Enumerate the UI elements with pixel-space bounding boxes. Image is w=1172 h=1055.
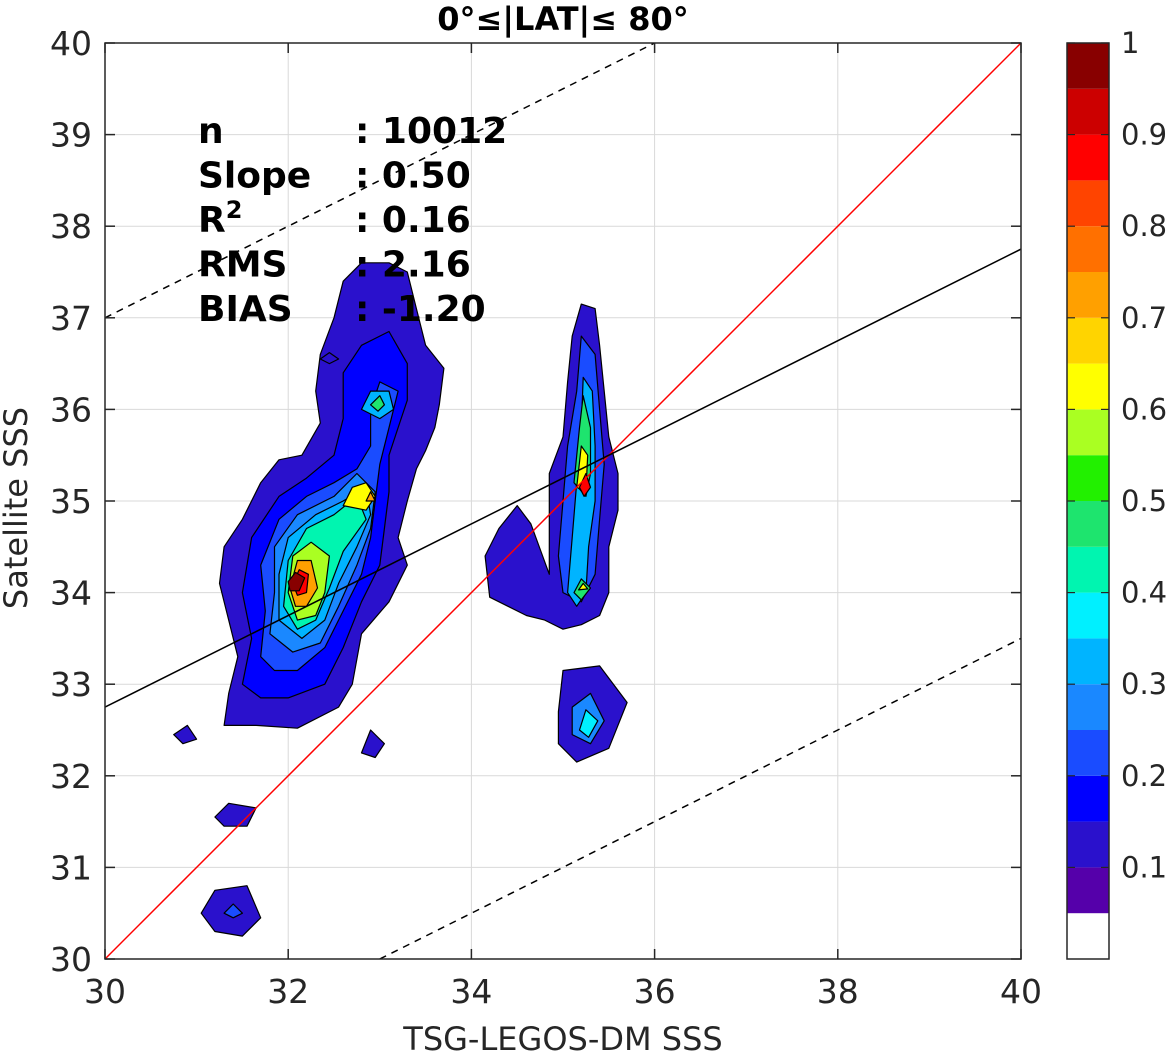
colorbar-tick-label: 0.1 xyxy=(1121,850,1167,884)
colorbar: 0.1 0.2 0.3 0.4 0.5 0.6 0.7 0.8 0.9 1 xyxy=(1066,26,1167,960)
contour-right-cluster-low xyxy=(577,582,589,591)
x-tick-label: 38 xyxy=(817,972,859,1011)
colorbar-swatch xyxy=(1067,546,1109,593)
stat-label: n xyxy=(198,111,224,152)
x-axis-label: TSG-LEGOS-DM SSS xyxy=(402,1020,722,1055)
y-tick-label: 32 xyxy=(50,757,92,796)
contour-small-blob-a xyxy=(578,709,599,738)
contour-small-blob-b xyxy=(223,903,243,919)
y-axis-label: Satellite SSS xyxy=(0,407,35,609)
colorbar-swatch xyxy=(1067,363,1109,410)
colorbar-tick-label: 0.5 xyxy=(1121,484,1167,518)
x-tick-label: 36 xyxy=(634,972,676,1011)
x-tick-label: 30 xyxy=(84,972,126,1011)
colorbar-swatch xyxy=(1067,43,1109,89)
contour-right-cluster xyxy=(578,472,592,497)
colorbar-swatch xyxy=(1067,134,1109,181)
chart-title: 0°≤|LAT|≤ 80° xyxy=(437,0,688,39)
y-tick-label: 30 xyxy=(50,940,92,979)
y-tick-label: 40 xyxy=(50,24,92,63)
x-tick-label: 32 xyxy=(267,972,309,1011)
x-tick-label: 34 xyxy=(450,972,492,1011)
y-tick-label: 39 xyxy=(50,116,92,155)
contour-main-cluster-core xyxy=(287,571,306,592)
colorbar-tick-label: 0.2 xyxy=(1121,759,1167,793)
stat-value: : 0.50 xyxy=(355,156,471,197)
stat-value: : -1.20 xyxy=(355,289,486,330)
colorbar-swatch xyxy=(1067,730,1109,776)
regression-line xyxy=(105,248,1021,708)
upper-bound-line xyxy=(105,43,655,319)
colorbar-swatch xyxy=(1067,684,1109,730)
stat-label: Slope xyxy=(198,156,311,197)
density-contours xyxy=(173,262,628,937)
contour-small-blob-e xyxy=(360,729,385,759)
contour-small-blob-d xyxy=(173,724,198,745)
stat-value: : 0.16 xyxy=(355,200,471,241)
y-tick-label: 34 xyxy=(50,574,92,613)
colorbar-swatch xyxy=(1067,821,1109,868)
one-to-one-line xyxy=(105,43,1021,959)
stat-value: : 2.16 xyxy=(355,245,471,286)
lower-bound-line xyxy=(379,637,1021,959)
colorbar-swatch xyxy=(1067,501,1109,547)
stat-label: RMS xyxy=(198,245,287,286)
colorbar-tick-label: 1 xyxy=(1121,26,1139,60)
y-tick-label: 36 xyxy=(50,390,92,429)
contour-main-cluster-lobe xyxy=(365,491,376,502)
axis-ticks: 30 32 34 36 38 40 30 31 32 33 34 35 36 37 38 39 40 xyxy=(50,24,1042,1011)
colorbar-swatch xyxy=(1067,913,1109,959)
colorbar-swatch xyxy=(1067,272,1109,318)
contour-upper-knob xyxy=(370,395,385,412)
stat-value: : 10012 xyxy=(355,111,507,152)
stat-label: BIAS xyxy=(198,289,293,330)
colorbar-tick-label: 0.6 xyxy=(1121,392,1167,426)
contour-main-cluster-lobe xyxy=(342,482,376,511)
colorbar-tick-label: 0.8 xyxy=(1121,209,1167,243)
colorbar-tick-label: 0.3 xyxy=(1121,667,1167,701)
y-tick-label: 35 xyxy=(50,482,92,521)
reference-lines xyxy=(105,43,1021,959)
colorbar-swatch xyxy=(1067,867,1109,914)
y-tick-label: 38 xyxy=(50,207,92,246)
contour-small-blob-f xyxy=(319,352,340,365)
colorbar-tick-label: 0.4 xyxy=(1121,576,1167,610)
colorbar-swatch xyxy=(1067,638,1109,685)
colorbar-swatch xyxy=(1067,226,1109,272)
colorbar-swatch xyxy=(1067,180,1109,227)
colorbar-swatch xyxy=(1067,88,1109,135)
contour-small-blob-c xyxy=(214,802,257,827)
y-tick-label: 33 xyxy=(50,665,92,704)
colorbar-tick-label: 0.9 xyxy=(1121,118,1167,152)
colorbar-tick-label: 0.7 xyxy=(1121,301,1167,335)
y-tick-label: 31 xyxy=(50,848,92,887)
y-tick-label: 37 xyxy=(50,299,92,338)
colorbar-swatch xyxy=(1067,455,1109,501)
colorbar-swatch xyxy=(1067,317,1109,364)
colorbar-swatch xyxy=(1067,775,1109,822)
x-tick-label: 40 xyxy=(1000,972,1042,1011)
colorbar-swatch xyxy=(1067,409,1109,456)
colorbar-swatch xyxy=(1067,592,1109,639)
